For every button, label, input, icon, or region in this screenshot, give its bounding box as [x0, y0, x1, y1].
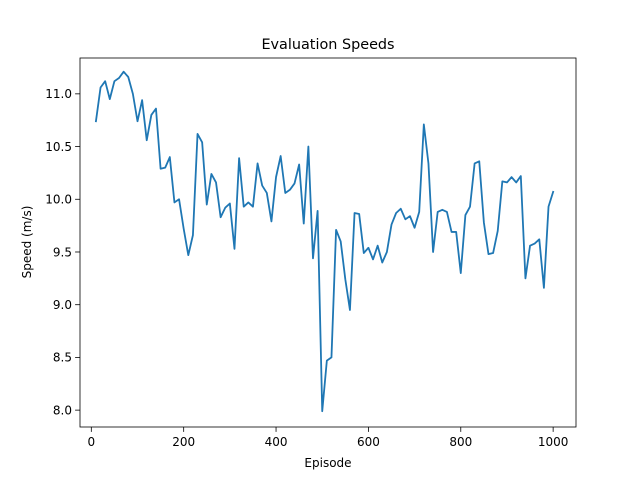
x-tick-label: 400 [265, 435, 288, 449]
series-line [94, 70, 555, 413]
axes-frame [79, 57, 577, 428]
plot-area [79, 57, 577, 428]
y-tick-label: 8.0 [53, 403, 72, 417]
y-tick-label: 10.5 [45, 140, 72, 154]
x-axis-label: Episode [304, 456, 351, 470]
y-tick-label: 10.0 [45, 193, 72, 207]
x-tick-label: 600 [357, 435, 380, 449]
x-tick-label: 200 [172, 435, 195, 449]
x-tick-label: 0 [87, 435, 95, 449]
y-tick-label: 8.5 [53, 351, 72, 365]
y-tick-label: 9.5 [53, 245, 72, 259]
y-tick-label: 9.0 [53, 298, 72, 312]
x-tick-label: 1000 [538, 435, 569, 449]
y-axis-label: Speed (m/s) [20, 206, 34, 279]
chart-title: Evaluation Speeds [261, 37, 394, 53]
x-tick-label: 800 [449, 435, 472, 449]
y-tick-label: 11.0 [45, 87, 72, 101]
x-axis-ticks: 0 200 400 600 800 1000 [87, 427, 568, 449]
y-axis-ticks: 8.0 8.5 9.0 9.5 10.0 10.5 11.0 [45, 87, 80, 417]
